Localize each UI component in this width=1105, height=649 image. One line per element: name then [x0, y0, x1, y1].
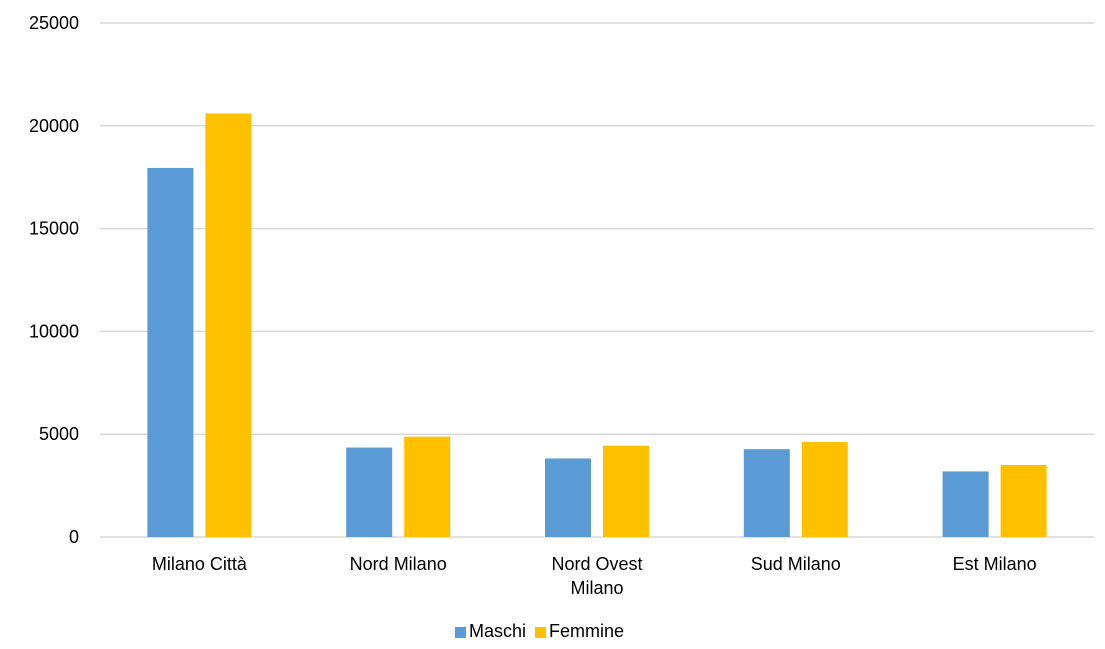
y-tick-label: 25000	[29, 13, 79, 33]
bar-maschi	[545, 458, 591, 537]
y-tick-label: 15000	[29, 219, 79, 239]
bar-femmine	[1000, 465, 1047, 537]
legend-label-femmine: Femmine	[549, 621, 624, 641]
bar-maschi	[346, 447, 393, 537]
legend-label-maschi: Maschi	[469, 621, 526, 641]
x-category-label: Est Milano	[953, 554, 1037, 574]
x-axis-labels: Milano Città Nord Milano Nord Ovest Milano S…	[152, 554, 1037, 598]
x-category-label: Nord Ovest	[551, 554, 642, 574]
y-tick-label: 5000	[39, 424, 79, 444]
y-tick-label: 10000	[29, 321, 79, 341]
bar-maschi	[147, 167, 194, 537]
y-tick-label: 0	[69, 527, 79, 547]
bar-femmine	[404, 436, 451, 537]
legend: Maschi Femmine	[455, 621, 624, 641]
y-tick-label: 20000	[29, 116, 79, 136]
x-category-label: Nord Milano	[350, 554, 447, 574]
gridlines	[100, 22, 1094, 538]
bar-maschi	[942, 471, 989, 537]
x-category-label: Milano Città	[152, 554, 248, 574]
bar-femmine	[801, 442, 848, 537]
x-category-label: Milano	[570, 578, 623, 598]
bar-maschi	[743, 449, 790, 537]
legend-swatch-femmine	[535, 627, 547, 638]
x-category-label: Sud Milano	[751, 554, 841, 574]
bars	[147, 113, 1047, 538]
bar-femmine	[603, 445, 649, 537]
y-axis-ticks: 0 5000 10000 15000 20000 25000	[29, 13, 79, 547]
bar-femmine	[205, 113, 252, 538]
legend-swatch-maschi	[455, 627, 466, 638]
